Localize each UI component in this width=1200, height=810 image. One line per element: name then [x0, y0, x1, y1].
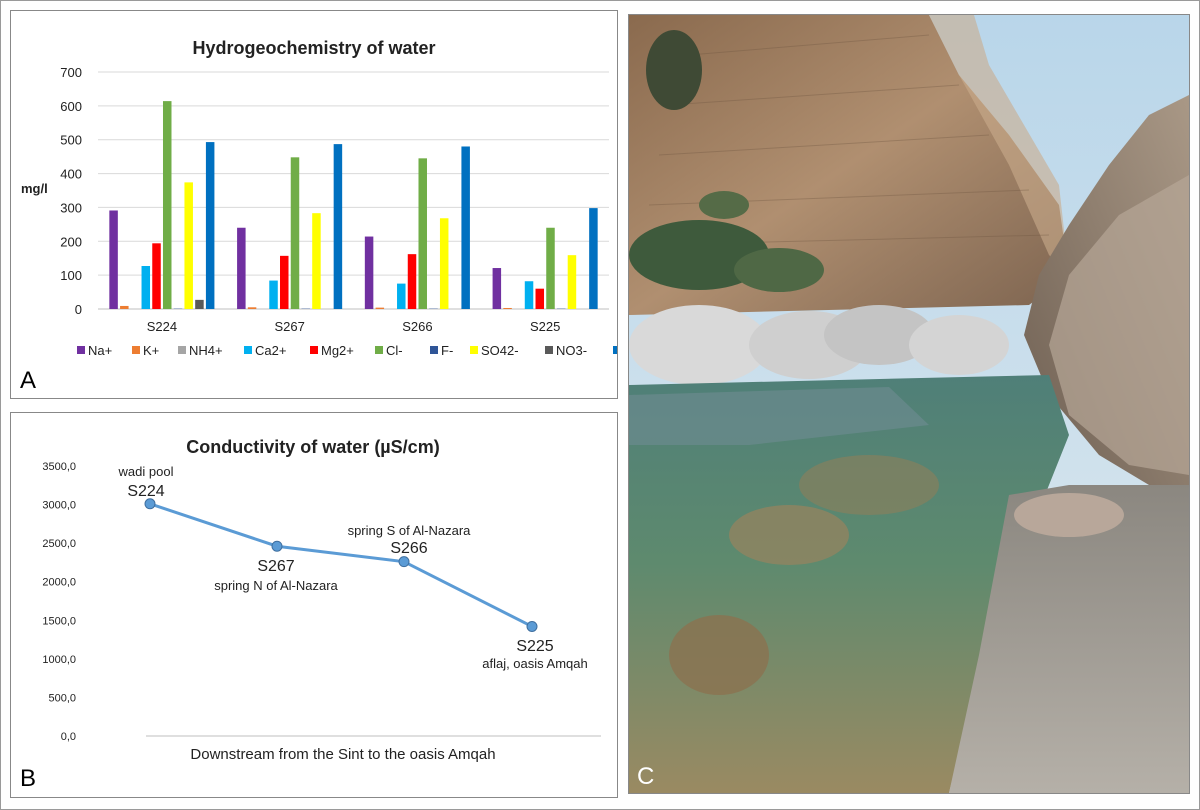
legend-label: NO3- — [556, 343, 587, 358]
bar-s224-na — [109, 210, 118, 309]
bar-s266-k — [375, 307, 385, 309]
legend-label: SO42- — [481, 343, 519, 358]
sample-note: spring S of Al-Nazara — [348, 523, 472, 538]
legend-swatch — [132, 346, 140, 354]
x-tick-label: S224 — [147, 319, 177, 334]
bar-s224-hco3 — [205, 142, 215, 309]
point-s266 — [398, 556, 410, 568]
x-tick-label: S225 — [530, 319, 560, 334]
bar-s266-na — [364, 236, 374, 309]
legend-label: NH4+ — [189, 343, 223, 358]
canyon-photo — [629, 15, 1189, 793]
point-s224 — [144, 498, 156, 510]
hydrogeochemistry-bar-chart: Hydrogeochemistry of water 0 100 200 300 400 5… — [21, 38, 617, 358]
panel-label-a: A — [20, 367, 37, 394]
bar-s225-cl — [546, 227, 555, 309]
legend-label: Na+ — [88, 343, 112, 358]
bar-s266-so42 — [439, 218, 449, 309]
canyon-photo-panel: C — [628, 14, 1190, 794]
point-s225 — [526, 620, 538, 632]
bar-s224-mg2 — [152, 243, 161, 309]
y-tick-label: 0 — [75, 302, 82, 317]
y-tick-label: 300 — [60, 200, 82, 215]
legend-swatch — [77, 346, 85, 354]
y-tick-label: 3500,0 — [42, 461, 76, 473]
legend-swatch — [430, 346, 438, 354]
x-tick-label: S267 — [274, 319, 304, 334]
y-tick-label: 400 — [60, 167, 82, 182]
sample-label: S267 — [257, 558, 294, 575]
bar-s267-na — [237, 227, 246, 309]
y-tick-label: 500 — [60, 133, 82, 148]
y-tick-label: 100 — [60, 268, 82, 283]
bar-s225-mg2 — [535, 288, 545, 309]
legend-label: Cl- — [386, 343, 403, 358]
bar-s224-ca2 — [141, 266, 151, 309]
y-tick-label: 2000,0 — [42, 577, 76, 589]
sample-note: spring N of Al-Nazara — [214, 578, 338, 593]
bar-s267-hco3 — [333, 144, 343, 309]
bar-s225-ca2 — [524, 281, 534, 309]
legend-swatch — [470, 346, 478, 354]
y-tick-label: 1500,0 — [42, 615, 76, 627]
legend-label: Mg2+ — [321, 343, 354, 358]
hydrogeochemistry-chart-panel: Hydrogeochemistry of water 0 100 200 300 400 5… — [10, 10, 618, 399]
x-tick-label: S266 — [402, 319, 432, 334]
panel-label-b: B — [20, 765, 37, 792]
bar-s224-no3 — [195, 299, 204, 309]
y-tick-label: 200 — [60, 234, 82, 249]
x-axis-label: Downstream from the Sint to the oasis Am… — [190, 746, 495, 763]
sample-note: aflaj, oasis Amqah — [482, 656, 588, 671]
y-tick-label: 700 — [60, 65, 82, 80]
bar-s267-mg2 — [280, 255, 289, 309]
sample-label: S224 — [127, 483, 164, 500]
legend-label: Ca2+ — [255, 343, 286, 358]
bar-s267-k — [247, 307, 257, 309]
panel-label-c: C — [637, 763, 655, 790]
bar-s266-mg2 — [407, 254, 417, 309]
bar-s267-ca2 — [269, 280, 278, 309]
conductivity-line — [149, 502, 533, 628]
y-tick-label: 2500,0 — [42, 538, 76, 550]
bar-s225-so42 — [567, 255, 577, 309]
legend-swatch — [244, 346, 252, 354]
bar-s224-cl — [162, 101, 172, 309]
bar-s224-k — [120, 305, 129, 309]
legend-label: K+ — [143, 343, 159, 358]
bar-s266-hco3 — [461, 146, 470, 309]
bar-s225-hco3 — [589, 208, 598, 309]
conductivity-line-chart: Conductivity of water (µS/cm) 0,0 500,0 100… — [42, 437, 601, 763]
bar-s267-so42 — [312, 213, 321, 309]
point-s267 — [271, 540, 283, 552]
conductivity-chart-panel: Conductivity of water (µS/cm) 0,0 500,0 100… — [10, 412, 618, 798]
legend-swatch — [375, 346, 383, 354]
bar-s267-cl — [290, 157, 300, 309]
y-tick-label: 600 — [60, 99, 82, 114]
bar-s225-na — [492, 268, 502, 309]
bar-s224-so42 — [184, 182, 193, 309]
chart-title: Conductivity of water (µS/cm) — [186, 437, 439, 457]
bar-s266-ca2 — [397, 283, 406, 309]
legend-label: F- — [441, 343, 453, 358]
y-tick-label: 3000,0 — [42, 500, 76, 512]
sample-label: S266 — [390, 540, 427, 557]
sample-label: S225 — [516, 638, 553, 655]
legend-swatch — [310, 346, 318, 354]
bar-s225-k — [503, 307, 512, 309]
y-tick-label: 1000,0 — [42, 654, 76, 666]
chart-title: Hydrogeochemistry of water — [192, 38, 435, 58]
legend-swatch — [545, 346, 553, 354]
y-axis-label: mg/l — [21, 181, 48, 196]
legend-swatch — [178, 346, 186, 354]
sample-note: wadi pool — [118, 464, 174, 479]
y-tick-label: 500,0 — [48, 692, 76, 704]
bar-s266-cl — [418, 158, 427, 309]
legend-swatch — [613, 346, 617, 354]
y-tick-label: 0,0 — [61, 731, 76, 743]
